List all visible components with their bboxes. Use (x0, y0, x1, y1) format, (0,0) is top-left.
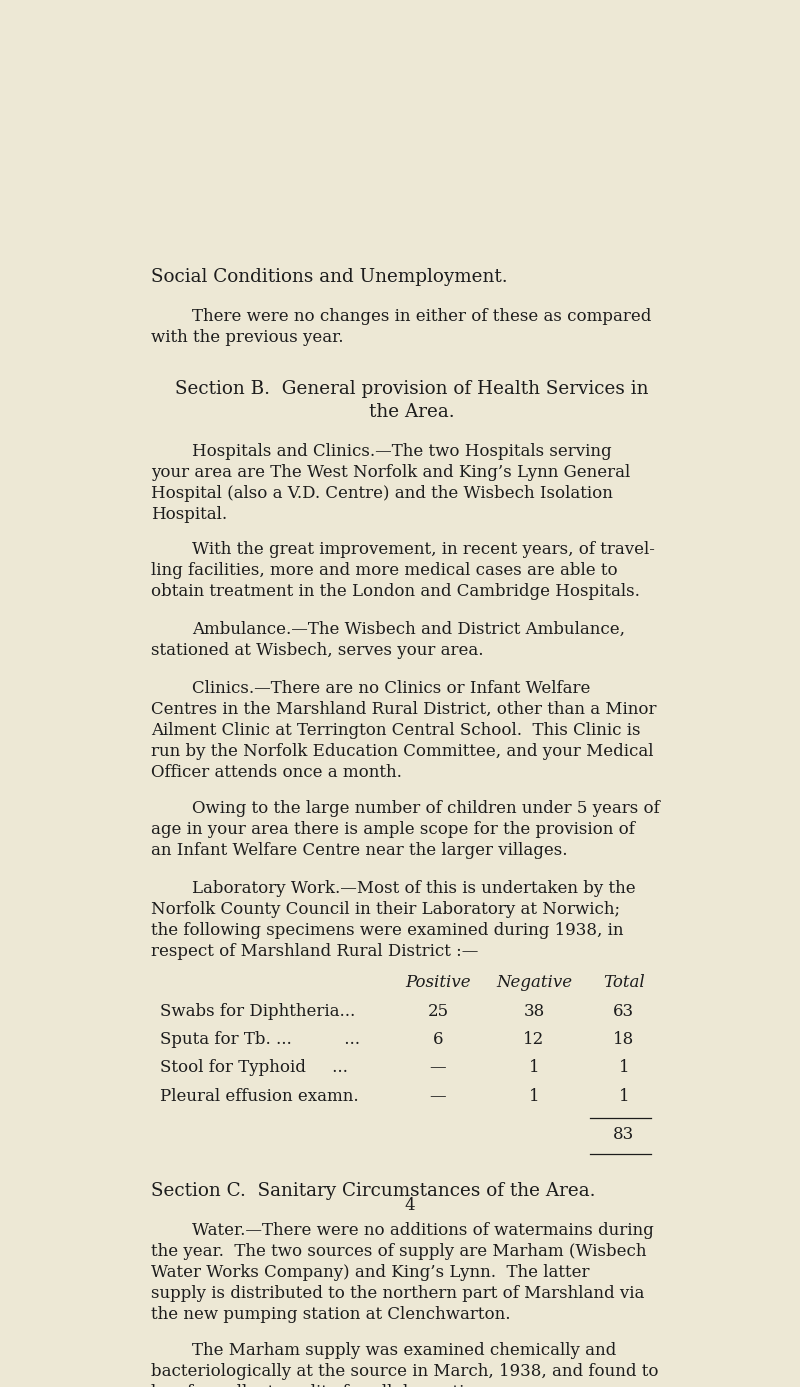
Text: the following specimens were examined during 1938, in: the following specimens were examined du… (151, 921, 623, 939)
Text: Total: Total (603, 974, 645, 992)
Text: stationed at Wisbech, serves your area.: stationed at Wisbech, serves your area. (151, 642, 483, 659)
Text: 1: 1 (529, 1087, 539, 1105)
Text: Hospitals and Clinics.—The two Hospitals serving: Hospitals and Clinics.—The two Hospitals… (192, 442, 611, 459)
Text: 1: 1 (529, 1060, 539, 1076)
Text: 83: 83 (614, 1126, 634, 1143)
Text: 4: 4 (405, 1197, 415, 1214)
Text: Clinics.—There are no Clinics or Infant Welfare: Clinics.—There are no Clinics or Infant … (192, 680, 590, 698)
Text: Centres in the Marshland Rural District, other than a Minor: Centres in the Marshland Rural District,… (151, 702, 656, 718)
Text: 38: 38 (523, 1003, 545, 1019)
Text: With the great improvement, in recent years, of travel-: With the great improvement, in recent ye… (192, 541, 654, 559)
Text: The Marham supply was examined chemically and: The Marham supply was examined chemicall… (192, 1341, 616, 1359)
Text: Swabs for Diphtheria...: Swabs for Diphtheria... (160, 1003, 355, 1019)
Text: —: — (430, 1087, 446, 1105)
Text: run by the Norfolk Education Committee, and your Medical: run by the Norfolk Education Committee, … (151, 743, 654, 760)
Text: the new pumping station at Clenchwarton.: the new pumping station at Clenchwarton. (151, 1305, 510, 1323)
Text: an Infant Welfare Centre near the larger villages.: an Infant Welfare Centre near the larger… (151, 842, 567, 859)
Text: 12: 12 (523, 1031, 545, 1049)
Text: Ambulance.—The Wisbech and District Ambulance,: Ambulance.—The Wisbech and District Ambu… (192, 621, 625, 638)
Text: Norfolk County Council in their Laboratory at Norwich;: Norfolk County Council in their Laborato… (151, 900, 620, 918)
Text: ling facilities, more and more medical cases are able to: ling facilities, more and more medical c… (151, 562, 618, 580)
Text: 18: 18 (614, 1031, 634, 1049)
Text: Positive: Positive (405, 974, 470, 992)
Text: obtain treatment in the London and Cambridge Hospitals.: obtain treatment in the London and Cambr… (151, 584, 640, 601)
Text: Officer attends once a month.: Officer attends once a month. (151, 764, 402, 781)
Text: 1: 1 (618, 1060, 630, 1076)
Text: Section C.  Sanitary Circumstances of the Area.: Section C. Sanitary Circumstances of the… (151, 1182, 595, 1200)
Text: bacteriologically at the source in March, 1938, and found to: bacteriologically at the source in March… (151, 1362, 658, 1380)
Text: There were no changes in either of these as compared: There were no changes in either of these… (192, 308, 651, 325)
Text: respect of Marshland Rural District :—: respect of Marshland Rural District :— (151, 943, 478, 960)
Text: the year.  The two sources of supply are Marham (Wisbech: the year. The two sources of supply are … (151, 1243, 646, 1259)
Text: Hospital (also a V.D. Centre) and the Wisbech Isolation: Hospital (also a V.D. Centre) and the Wi… (151, 484, 613, 502)
Text: 1: 1 (618, 1087, 630, 1105)
Text: Water.—There were no additions of watermains during: Water.—There were no additions of waterm… (192, 1222, 654, 1239)
Text: Ailment Clinic at Terrington Central School.  This Clinic is: Ailment Clinic at Terrington Central Sch… (151, 723, 640, 739)
Text: 6: 6 (433, 1031, 443, 1049)
Text: Social Conditions and Unemployment.: Social Conditions and Unemployment. (151, 268, 507, 286)
Text: Pleural effusion examn.: Pleural effusion examn. (160, 1087, 358, 1105)
Text: age in your area there is ample scope for the provision of: age in your area there is ample scope fo… (151, 821, 634, 838)
Text: Section B.  General provision of Health Services in: Section B. General provision of Health S… (175, 380, 649, 398)
Text: Stool for Typhoid     ...: Stool for Typhoid ... (160, 1060, 348, 1076)
Text: Negative: Negative (496, 974, 572, 992)
Text: be of excellent quality for all domestic purposes.: be of excellent quality for all domestic… (151, 1383, 561, 1387)
Text: —: — (430, 1060, 446, 1076)
Text: 25: 25 (427, 1003, 449, 1019)
Text: Owing to the large number of children under 5 years of: Owing to the large number of children un… (192, 800, 659, 817)
Text: your area are The West Norfolk and King’s Lynn General: your area are The West Norfolk and King’… (151, 463, 630, 481)
Text: Water Works Company) and King’s Lynn.  The latter: Water Works Company) and King’s Lynn. Th… (151, 1264, 590, 1282)
Text: supply is distributed to the northern part of Marshland via: supply is distributed to the northern pa… (151, 1284, 644, 1302)
Text: the Area.: the Area. (370, 402, 455, 420)
Text: Hospital.: Hospital. (151, 505, 227, 523)
Text: Sputa for Tb. ...          ...: Sputa for Tb. ... ... (160, 1031, 360, 1049)
Text: 63: 63 (614, 1003, 634, 1019)
Text: Laboratory Work.—Most of this is undertaken by the: Laboratory Work.—Most of this is underta… (192, 879, 635, 897)
Text: with the previous year.: with the previous year. (151, 329, 343, 345)
